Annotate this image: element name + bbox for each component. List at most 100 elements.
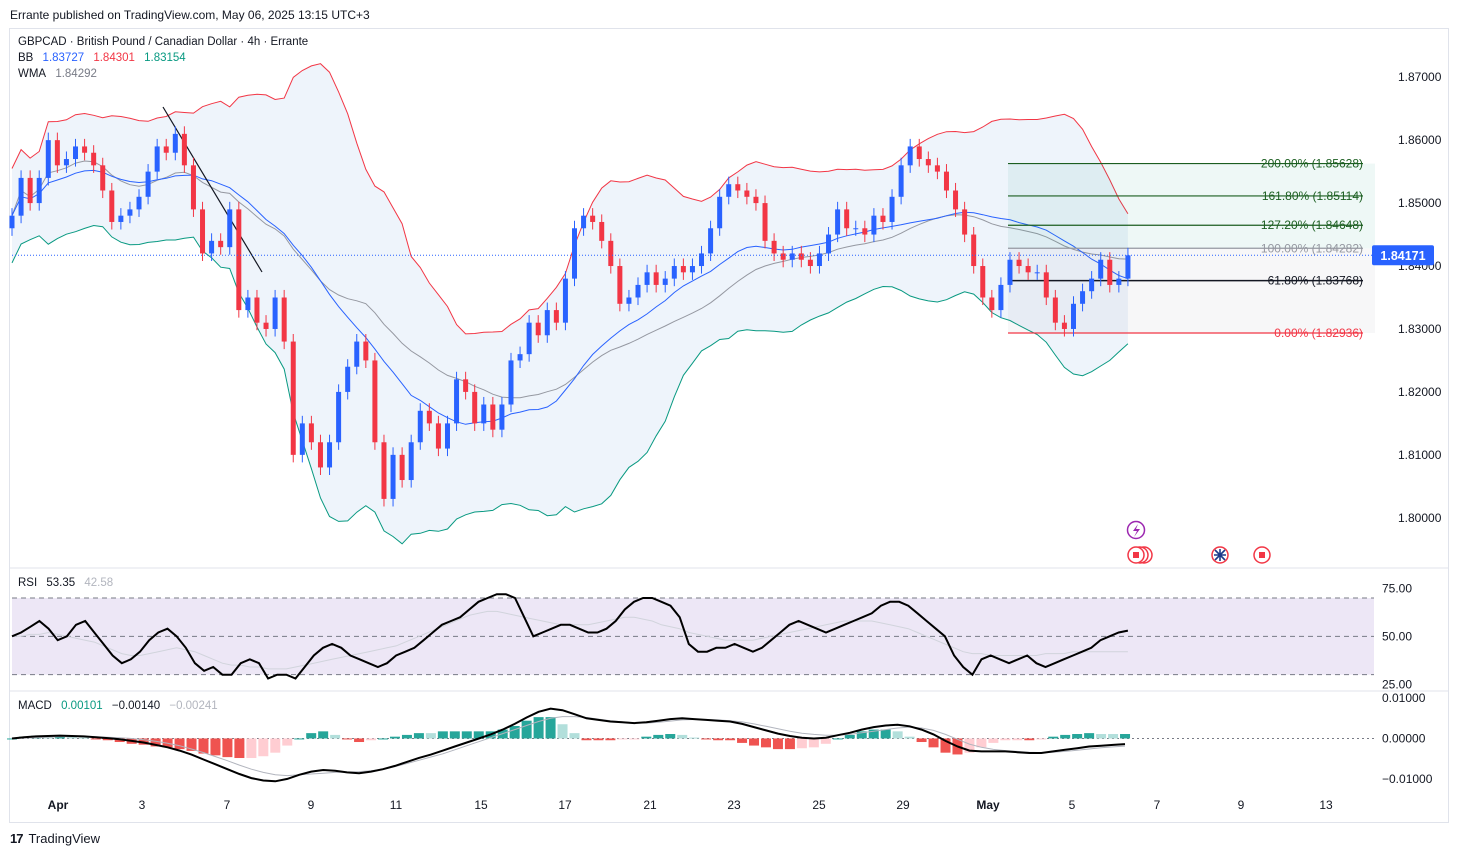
candle-body — [345, 366, 351, 392]
macd-hist-bar — [246, 738, 257, 759]
fib-zone-upper — [1008, 163, 1375, 249]
candle-body — [1016, 259, 1022, 267]
chart-frame — [9, 28, 1449, 823]
macd-hist-bar — [784, 738, 795, 750]
candle-body — [18, 177, 24, 216]
macd-hist-bar — [150, 738, 161, 747]
time-tick-15: 13 — [1319, 798, 1333, 812]
candle-body — [807, 259, 813, 267]
macd-hist-bar — [1108, 734, 1119, 739]
time-tick-7: 21 — [643, 798, 657, 812]
macd-hist-bar — [545, 717, 556, 739]
candle-body — [753, 196, 759, 204]
bb-lower-value: 1.83154 — [144, 52, 186, 64]
candle-body — [826, 234, 832, 254]
macd-hist-bar — [569, 733, 580, 739]
symbol-title[interactable]: GBPCAD · British Pound / Canadian Dollar… — [18, 36, 309, 48]
candle-body — [181, 133, 187, 166]
candle-body — [372, 360, 378, 443]
bb-basis-line — [11, 169, 1129, 425]
macd-hist-bar — [629, 738, 640, 740]
candle-body — [898, 165, 904, 197]
macd-hist-bar — [820, 738, 831, 744]
candle-body — [209, 240, 215, 254]
macd-hist-bar — [318, 731, 329, 739]
last-price-tag — [1372, 245, 1434, 266]
macd-tick-0: 0.01000 — [1382, 691, 1426, 705]
macd-hist-bar — [461, 731, 472, 739]
macd-hist-bar — [533, 717, 544, 739]
wma-legend[interactable]: WMA 1.84292 — [18, 68, 103, 80]
uk-flag-event-icon[interactable] — [1211, 546, 1229, 564]
macd-legend[interactable]: MACD 0.00101 −0.00140 −0.00241 — [18, 700, 224, 712]
candle-body — [907, 146, 913, 166]
bb-legend[interactable]: BB 1.83727 1.84301 1.83154 — [18, 52, 192, 64]
price-tick-7: 1.87000 — [1398, 70, 1442, 84]
macd-hist-bar — [964, 738, 975, 753]
rsi-legend[interactable]: RSI 53.35 42.58 — [18, 577, 119, 589]
candle-body — [708, 228, 714, 254]
macd-hist-bar — [90, 738, 101, 740]
candle-body — [163, 146, 169, 153]
candle-body — [553, 310, 559, 323]
time-tick-4: 11 — [390, 798, 403, 812]
macd-hist-bar — [7, 738, 17, 740]
macd-hist-bar — [234, 738, 245, 759]
candle-body — [662, 278, 668, 285]
lightning-event-icon[interactable] — [1126, 520, 1146, 540]
rsi-value: 53.35 — [46, 577, 76, 589]
candle-body — [9, 215, 15, 229]
publish-info: Errante published on TradingView.com, Ma… — [10, 8, 370, 22]
macd-hist-bar — [437, 731, 448, 739]
candle-body — [798, 253, 804, 260]
candle-body — [272, 297, 278, 329]
time-tick-3: 9 — [308, 798, 315, 812]
macd-hist-bar — [832, 738, 843, 740]
candle-body — [1107, 259, 1113, 285]
macd-hist-bar — [880, 729, 891, 739]
macd-tick-1: 0.00000 — [1382, 731, 1426, 745]
symbol-legend: GBPCAD · British Pound / Canadian Dollar… — [18, 36, 314, 48]
macd-pane: 0.01000 0.00000 −0.01000 — [7, 691, 1433, 786]
macd-hist-bar — [677, 734, 688, 739]
rsi-ma-value: 42.58 — [84, 577, 114, 589]
time-tick-14: 9 — [1238, 798, 1245, 812]
candle-body — [889, 196, 895, 222]
candle-body — [245, 297, 251, 311]
candle-body — [200, 209, 206, 254]
macd-hist-bar — [186, 738, 197, 751]
candle-body — [263, 322, 269, 329]
candle-body — [680, 266, 686, 273]
macd-hist-bar — [916, 738, 927, 743]
time-tick-8: 23 — [727, 798, 741, 812]
macd-hist-bar — [665, 734, 676, 739]
macd-hist-value: 0.00101 — [61, 700, 103, 712]
candle-body — [54, 140, 60, 166]
canada-flag-event-icon-2[interactable] — [1253, 546, 1271, 564]
candle-body — [1025, 266, 1031, 273]
macd-label: MACD — [18, 700, 52, 712]
time-tick-12: 5 — [1069, 798, 1076, 812]
time-axis: Apr 3 7 9 11 15 17 21 23 25 29 May 5 7 9 13 — [48, 798, 1333, 812]
macd-hist-bar — [78, 737, 89, 739]
price-tick-3: 1.83000 — [1398, 322, 1442, 336]
candle-body — [717, 196, 723, 229]
candle-body — [590, 215, 596, 222]
candle-body — [281, 297, 287, 342]
macd-hist-bar — [593, 738, 604, 741]
candle-body — [1080, 291, 1086, 304]
fib-label-1: 161.80% (1.85114) — [1262, 189, 1363, 203]
macd-hist-bar — [366, 738, 377, 741]
candle-body — [417, 410, 423, 443]
event-markers — [1126, 520, 1271, 564]
candle-body — [136, 196, 142, 210]
tradingview-logo[interactable]: 17 TradingView — [10, 831, 100, 846]
candle-body — [572, 228, 577, 279]
canada-flag-event-icon[interactable] — [1127, 546, 1153, 564]
price-tick-2: 1.82000 — [1398, 385, 1442, 399]
macd-hist-bar — [389, 736, 400, 739]
candle-body — [290, 341, 296, 455]
candle-body — [599, 221, 605, 241]
candle-body — [109, 190, 115, 222]
